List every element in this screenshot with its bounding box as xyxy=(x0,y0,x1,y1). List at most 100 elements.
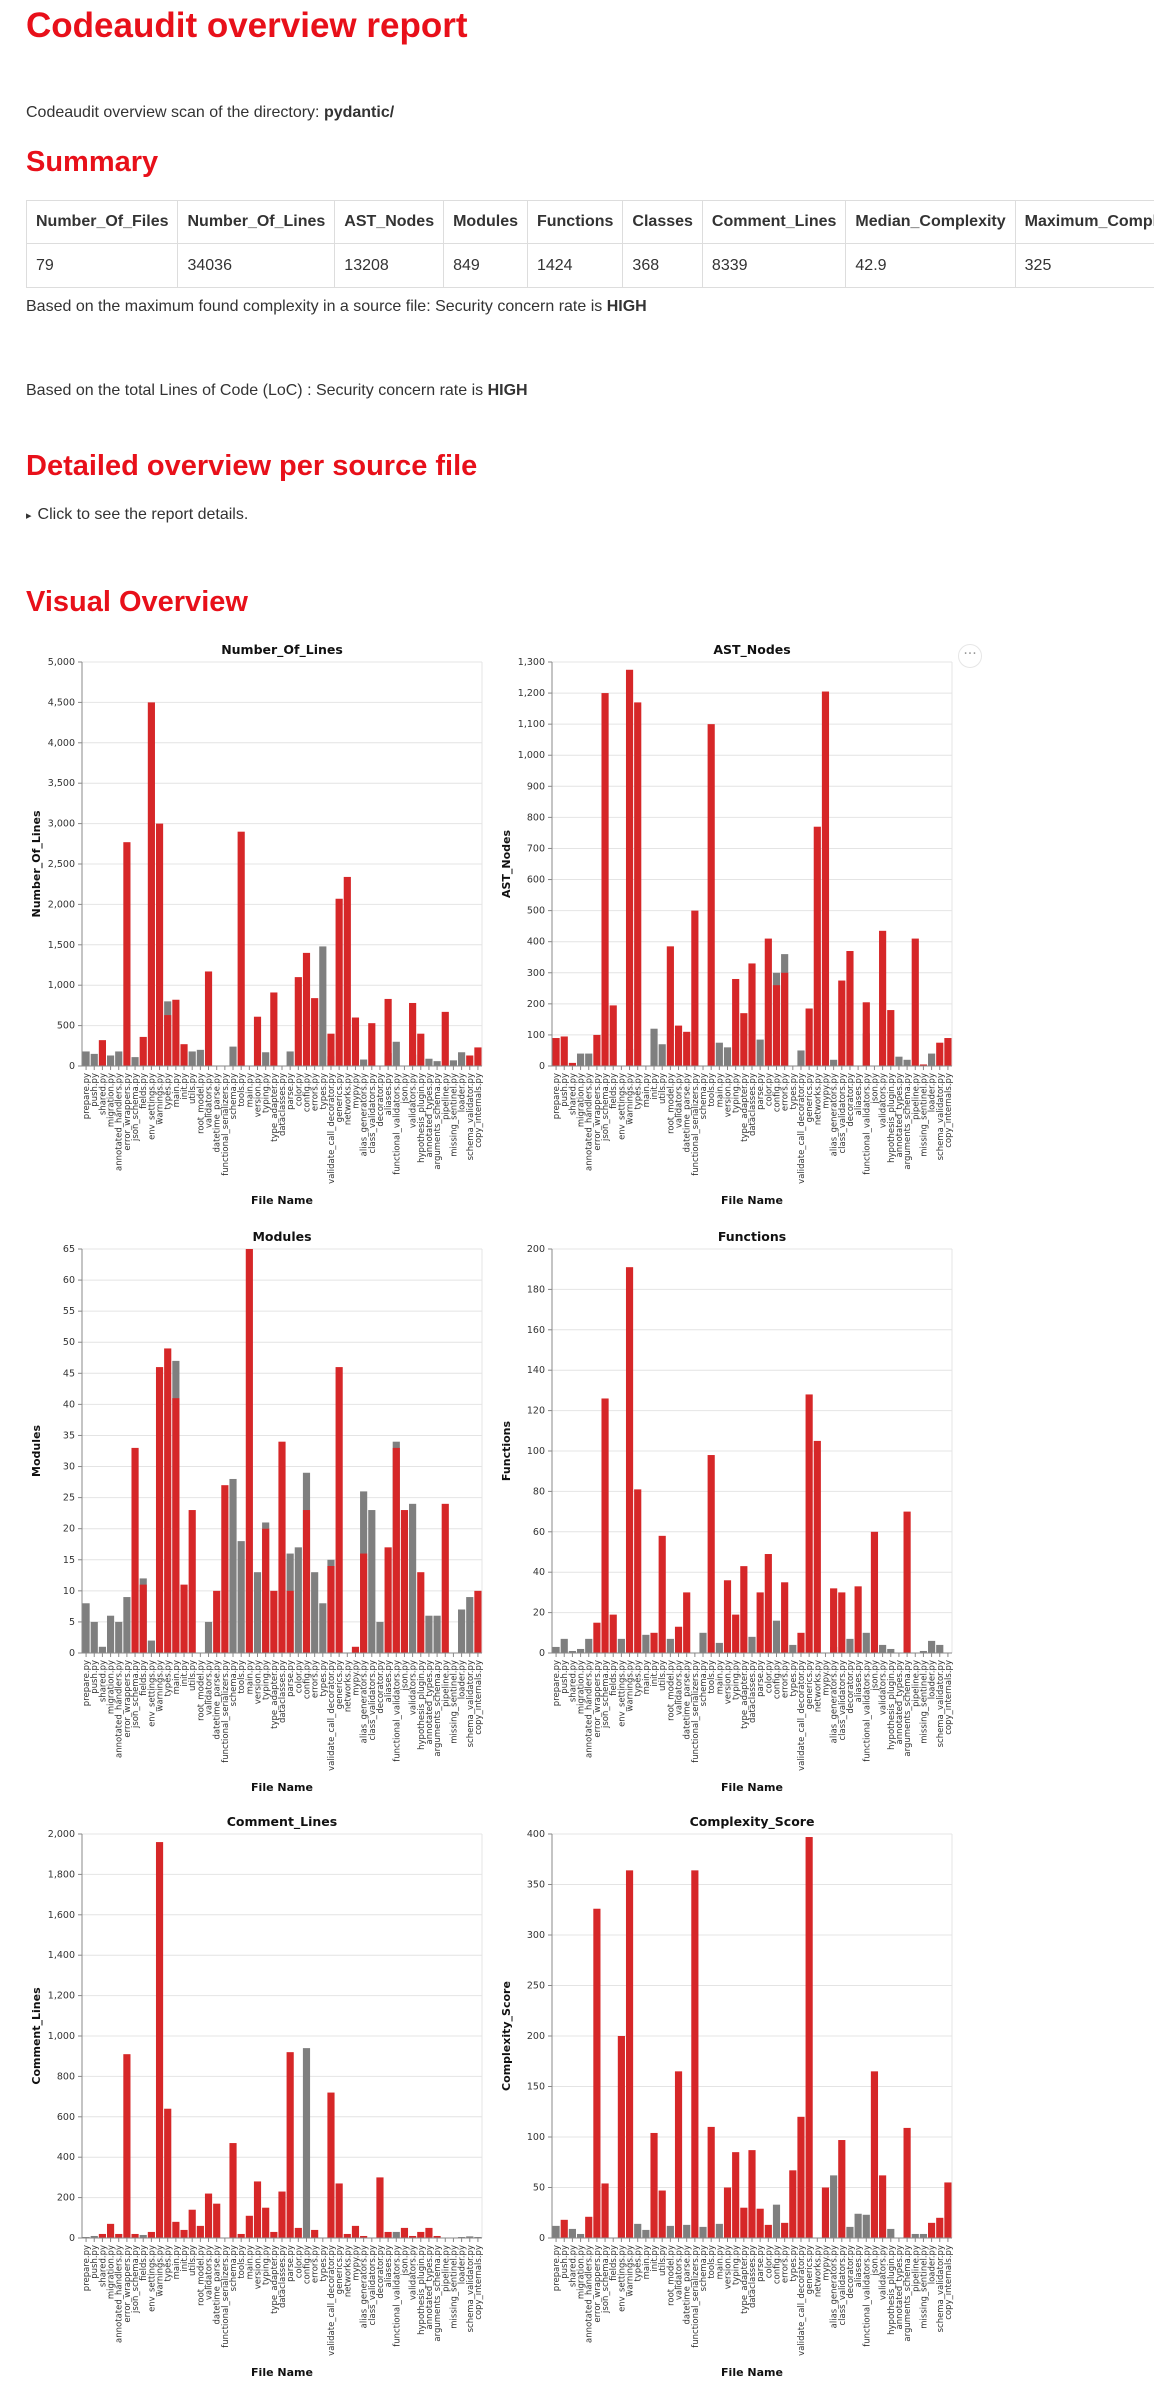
y-tick-label: 0 xyxy=(69,1648,75,1659)
y-tick-label: 900 xyxy=(527,781,545,792)
x-tick-label: alias_generators.py xyxy=(360,1660,370,1743)
x-tick-label: dataclasses.py xyxy=(278,2245,288,2308)
x-tick-label: arguments_schema.py xyxy=(433,1660,443,1757)
report-details-toggle[interactable]: ▸ Click to see the report details. xyxy=(26,506,248,524)
bar-red xyxy=(756,2208,764,2238)
x-tick-label: main.py xyxy=(715,1073,725,1107)
complexity-concern-rate: HIGH xyxy=(606,298,647,315)
bar-red xyxy=(919,1064,928,1066)
bar-gray xyxy=(723,1047,732,1066)
bar-red xyxy=(351,1017,360,1066)
x-tick-label: networks.py xyxy=(813,2245,823,2297)
x-tick-label: functional_validators.py xyxy=(392,1660,402,1762)
x-tick-label: utils.py xyxy=(188,1660,198,1691)
bar-gray xyxy=(666,2225,674,2238)
x-tick-label: validate_call_decorator.py xyxy=(797,1073,807,1184)
x-tick-label: generics.py xyxy=(335,1073,345,1122)
y-tick-label: 300 xyxy=(527,968,545,979)
x-tick-label: json.py xyxy=(870,2245,880,2277)
x-tick-label: json.py xyxy=(870,1660,880,1692)
x-tick-label: pipeline.py xyxy=(911,2245,921,2292)
bar-gray xyxy=(188,1051,196,1066)
bar-red xyxy=(854,1586,862,1653)
y-tick-label: 25 xyxy=(63,1493,75,1504)
x-tick-label: annotated_handlers.py xyxy=(115,1660,125,1758)
x-tick-label: pipeline.py xyxy=(441,1073,451,1120)
x-tick-label: generics.py xyxy=(805,1073,815,1122)
x-tick-label: push.py xyxy=(560,1073,570,1107)
bar-gray xyxy=(253,1572,262,1653)
bar-red xyxy=(674,2071,683,2238)
bar-red xyxy=(707,1455,715,1653)
x-tick-label: loader.py xyxy=(928,2245,938,2284)
bar-gray xyxy=(830,2175,838,2238)
x-tick-label: shared.py xyxy=(568,1660,578,1702)
summary-header-cell: AST_Nodes xyxy=(334,200,445,244)
y-tick-label: 500 xyxy=(527,906,545,917)
x-tick-label: fields.py xyxy=(139,1073,149,1109)
x-tick-label: error_wrappers.py xyxy=(593,2245,603,2323)
chart-actions-menu-icon[interactable]: ··· xyxy=(958,644,982,668)
bar-gray xyxy=(425,1058,433,1066)
x-tick-label: functional_serializers.py xyxy=(221,1073,231,1176)
x-tick-label: class_validators.py xyxy=(838,1073,848,1154)
x-axis-title: File Name xyxy=(251,1781,313,1794)
y-tick-label: 800 xyxy=(527,812,545,823)
bar-red xyxy=(879,930,887,1066)
x-tick-label: env_settings.py xyxy=(147,1073,157,1140)
x-tick-label: parse.py xyxy=(756,1660,766,1697)
y-tick-label: 1,600 xyxy=(48,1910,75,1921)
x-tick-label: main.py xyxy=(642,2245,652,2279)
y-tick-label: 800 xyxy=(57,2071,75,2082)
bar-gray xyxy=(392,1041,400,1066)
y-tick-label: 100 xyxy=(527,1446,545,1457)
summary-value-cell: 13208 xyxy=(334,243,445,288)
x-axis-title: File Name xyxy=(721,1781,783,1794)
bar-gray xyxy=(106,1055,115,1066)
x-tick-label: datetime_parse.py xyxy=(213,1660,223,1740)
x-tick-label: config.py xyxy=(772,1660,782,1699)
bar-gray xyxy=(887,1648,895,1653)
x-tick-label: fields.py xyxy=(609,2245,619,2281)
x-tick-label: main.py xyxy=(715,2245,725,2279)
y-tick-label: 50 xyxy=(533,2183,545,2194)
bar-gray xyxy=(846,1638,854,1653)
bar-red xyxy=(683,1031,691,1066)
bar-red xyxy=(286,2052,294,2238)
x-tick-label: types.py xyxy=(164,1073,174,1110)
bar-gray xyxy=(458,1052,466,1066)
bar-red xyxy=(335,898,343,1066)
bar-red xyxy=(666,946,674,1066)
x-tick-label: utils.py xyxy=(188,1073,198,1104)
bar-red xyxy=(221,1485,229,1653)
bar-gray xyxy=(854,2213,862,2238)
x-tick-label: version.py xyxy=(724,1660,734,1704)
x-tick-label: schema.py xyxy=(699,1660,709,1706)
y-tick-label: 400 xyxy=(527,937,545,948)
y-tick-label: 4,000 xyxy=(48,738,75,749)
x-tick-label: prepare.py xyxy=(552,1660,562,1706)
x-tick-label: schema_validator.py xyxy=(936,1073,946,1160)
chart-complexity-score: Complexity_Score 0 50 100 150 200 250 300 350 400… xyxy=(500,1814,954,2379)
x-tick-label: env_settings.py xyxy=(617,1073,627,1140)
x-tick-label: schema.py xyxy=(699,2245,709,2291)
y-tick-label: 250 xyxy=(527,1981,545,1992)
y-tick-label: 1,200 xyxy=(518,688,545,699)
x-tick-label: migration.py xyxy=(107,2245,117,2299)
bar-red xyxy=(813,826,821,1066)
bar-gray xyxy=(903,1059,911,1066)
summary-header-cell: Comment_Lines xyxy=(701,200,847,244)
x-tick-label: annotated_types.py xyxy=(895,2245,905,2329)
x-tick-label: functional_serializers.py xyxy=(691,2245,701,2348)
bar-red xyxy=(360,2235,368,2238)
bar-gray xyxy=(466,1597,474,1653)
x-tick-label: types.py xyxy=(164,2245,174,2282)
y-tick-label: 5,000 xyxy=(48,657,75,668)
x-tick-label: typing.py xyxy=(262,1660,272,1700)
bar-gray xyxy=(82,1051,90,1066)
bar-gray xyxy=(123,1597,131,1653)
x-tick-label: hypothesis_plugin.py xyxy=(887,1660,897,1750)
y-axis-title: Number_Of_Lines xyxy=(30,810,43,917)
x-tick-label: json.py xyxy=(400,1660,410,1692)
bar-red xyxy=(617,2036,625,2238)
